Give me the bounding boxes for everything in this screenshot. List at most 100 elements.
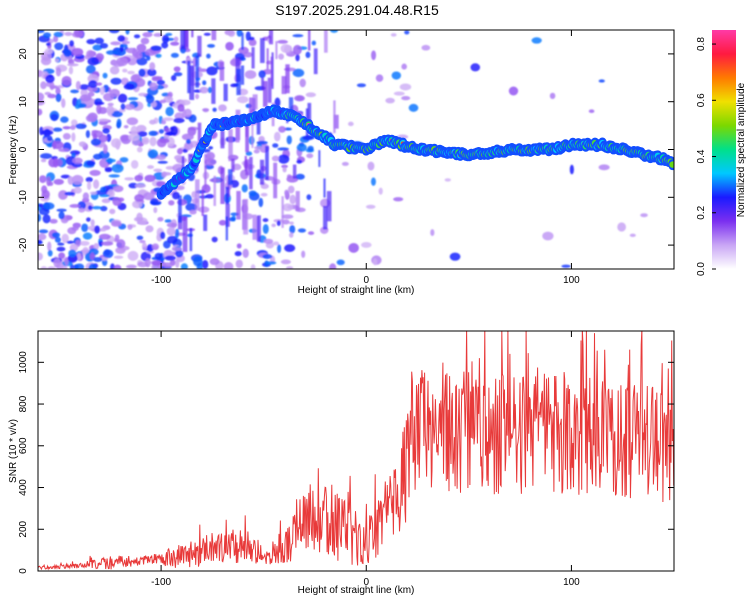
noise-blob [101, 241, 114, 246]
noise-blob [209, 258, 220, 266]
noise-blob [277, 39, 289, 44]
noise-blob [206, 66, 218, 76]
noise-blob [161, 41, 169, 49]
noise-blob [73, 30, 84, 38]
noise-streak [197, 122, 202, 149]
noise-blob [341, 161, 349, 166]
noise-blob [253, 149, 260, 154]
noise-blob [174, 154, 183, 161]
noise-streak [292, 164, 297, 179]
noise-blob [47, 241, 52, 252]
y-tick-label: 1000 [18, 351, 29, 374]
noise-blob [273, 131, 281, 142]
noise-blob [181, 133, 194, 141]
noise-streak [227, 175, 231, 198]
noise-blob [89, 252, 95, 261]
spectrogram-y-label: Frequency (Hz) [8, 116, 19, 185]
noise-streak [267, 77, 272, 103]
noise-blob [254, 146, 265, 150]
colorbar: 0.0 0.2 0.4 0.6 0.8 Normalized spectral ampl… [696, 30, 747, 276]
noise-blob [110, 41, 121, 46]
noise-blob [273, 241, 280, 246]
noise-streak [213, 175, 217, 206]
noise-blob [38, 240, 43, 245]
noise-streak [245, 159, 250, 176]
y-tick-label: 200 [18, 520, 29, 537]
noise-blob [88, 263, 97, 269]
noise-streak [231, 158, 235, 172]
noise-blob [238, 46, 249, 54]
noise-blob [347, 121, 354, 127]
noise-blob [126, 47, 138, 54]
noise-blob [85, 176, 93, 183]
noise-blob [116, 57, 128, 67]
noise-blob [262, 223, 269, 234]
noise-blob [111, 163, 124, 173]
noise-blob [173, 66, 181, 72]
noise-blob [89, 191, 98, 195]
y-tick-label: 0 [18, 146, 29, 152]
noise-blob [162, 117, 174, 122]
noise-streak [191, 30, 194, 38]
noise-blob [282, 166, 287, 173]
noise-streak [180, 30, 186, 50]
noise-blob [43, 32, 51, 38]
noise-blob [421, 44, 431, 51]
noise-blob [55, 93, 62, 103]
noise-blob [104, 168, 113, 173]
noise-blob [86, 160, 96, 166]
y-tick-label: 0 [18, 568, 29, 574]
colorbar-gradient [712, 30, 736, 269]
noise-streak [184, 30, 189, 48]
noise-blob [106, 105, 115, 115]
noise-blob [38, 203, 44, 208]
colorbar-tick-label: 0.0 [696, 262, 707, 276]
noise-blob [141, 242, 148, 251]
noise-streak [333, 114, 339, 129]
noise-streak [240, 65, 245, 85]
noise-blob [86, 38, 96, 45]
noise-blob [166, 227, 176, 236]
noise-streak [252, 214, 257, 240]
noise-blob [204, 158, 217, 166]
noise-blob [93, 257, 103, 263]
noise-streak [189, 228, 193, 252]
noise-blob [58, 190, 68, 200]
noise-blob [38, 233, 47, 241]
noise-streak [256, 114, 261, 135]
noise-blob [390, 33, 397, 37]
spectrogram-x-label: Height of straight line (km) [298, 285, 415, 296]
noise-blob [119, 157, 129, 163]
noise-streak [266, 48, 269, 70]
noise-blob [109, 30, 120, 34]
noise-blob [68, 249, 77, 258]
noise-blob [348, 242, 359, 253]
noise-blob [149, 82, 158, 91]
noise-blob [153, 168, 163, 172]
noise-blob [205, 194, 215, 199]
noise-blob [307, 231, 315, 235]
noise-blob [93, 179, 100, 189]
noise-blob [58, 252, 66, 260]
noise-blob [101, 198, 111, 204]
noise-blob [96, 82, 103, 86]
noise-blob [38, 99, 45, 106]
noise-blob [75, 123, 87, 130]
noise-blob [393, 197, 404, 202]
snr-y-label: SNR (10 * v/v) [8, 419, 19, 483]
noise-blob [283, 127, 292, 131]
noise-blob [87, 205, 93, 211]
noise-blob [125, 264, 137, 269]
noise-blob [199, 86, 209, 94]
noise-streak [262, 81, 268, 107]
noise-blob [38, 229, 49, 234]
noise-blob [307, 145, 314, 152]
noise-blob [100, 186, 107, 193]
noise-blob [289, 194, 297, 205]
noise-streak [204, 153, 207, 190]
noise-blob [250, 264, 256, 269]
noise-streak [220, 167, 225, 205]
noise-blob [134, 174, 144, 182]
ridge-blob-mid [669, 161, 674, 168]
noise-blob [45, 74, 55, 84]
